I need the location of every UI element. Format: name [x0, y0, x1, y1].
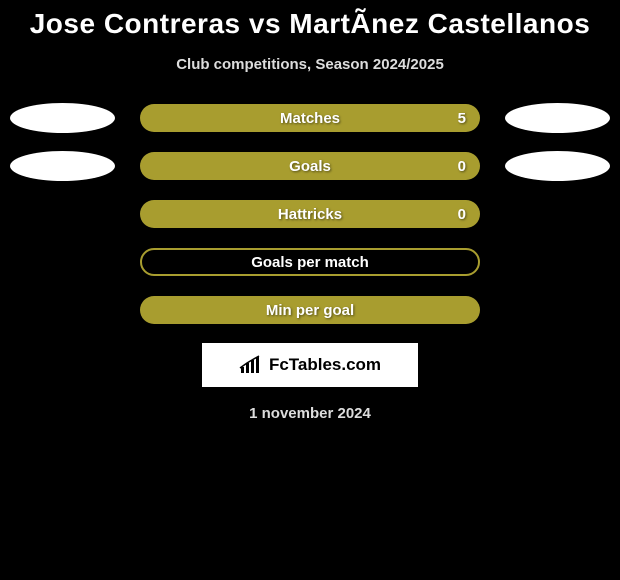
right-spacer [505, 247, 610, 277]
stat-label: Goals per match [251, 254, 369, 271]
subtitle: Club competitions, Season 2024/2025 [0, 56, 620, 73]
stat-bar: Min per goal [140, 296, 480, 324]
left-spacer [10, 247, 115, 277]
right-ellipse-icon [505, 151, 610, 181]
stat-row-gpm: Goals per match [0, 247, 620, 277]
stat-bar: Goals per match [140, 248, 480, 276]
page-title: Jose Contreras vs MartÃ­nez Castellanos [0, 8, 620, 40]
left-spacer [10, 295, 115, 325]
stat-value: 5 [458, 110, 466, 127]
stat-label: Min per goal [266, 302, 354, 319]
left-ellipse-icon [10, 151, 115, 181]
left-ellipse-icon [10, 103, 115, 133]
stat-bar: Hattricks 0 [140, 200, 480, 228]
stat-value: 0 [458, 158, 466, 175]
right-ellipse-icon [505, 103, 610, 133]
stat-row-goals: Goals 0 [0, 151, 620, 181]
stat-row-matches: Matches 5 [0, 103, 620, 133]
stat-bar: Matches 5 [140, 104, 480, 132]
right-spacer [505, 295, 610, 325]
stat-bar: Goals 0 [140, 152, 480, 180]
stats-container: Jose Contreras vs MartÃ­nez Castellanos … [0, 0, 620, 422]
logo-text: FcTables.com [269, 355, 381, 375]
stat-row-mpg: Min per goal [0, 295, 620, 325]
stat-row-hattricks: Hattricks 0 [0, 199, 620, 229]
stat-label: Hattricks [278, 206, 342, 223]
stat-label: Matches [280, 110, 340, 127]
right-spacer [505, 199, 610, 229]
stat-label: Goals [289, 158, 331, 175]
left-spacer [10, 199, 115, 229]
chart-icon [239, 355, 263, 375]
stat-value: 0 [458, 206, 466, 223]
logo-box[interactable]: FcTables.com [202, 343, 418, 387]
date-label: 1 november 2024 [0, 405, 620, 422]
